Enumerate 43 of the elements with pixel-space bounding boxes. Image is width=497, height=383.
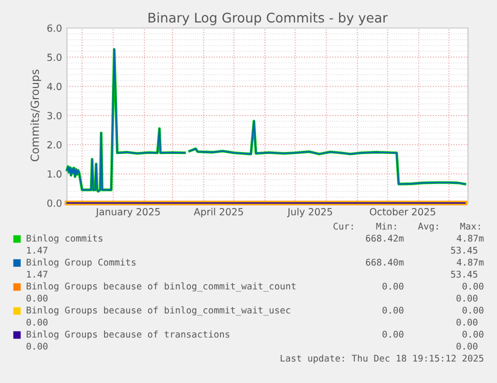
x-tick-label: April 2025 [194, 208, 243, 218]
x-tick-label: January 2025 [95, 208, 160, 218]
y-tick-label: 2.0 [47, 141, 62, 148]
x-tick-label: July 2025 [287, 208, 332, 218]
y-tick-label: 1.0 [48, 170, 62, 178]
legend-label: Binlog Groups because of transactions [26, 330, 230, 340]
text: 0.00 [26, 342, 48, 350]
text: 0.00 [456, 342, 478, 350]
text: 668.40m [366, 258, 404, 266]
text: Max: [460, 222, 480, 230]
legend-label: Binlog commits [26, 234, 102, 244]
legend-label: Binlog Groups because of binlog_commit_wait_usec [26, 306, 290, 316]
text: 0.00 [382, 306, 404, 314]
text: 0.00 [456, 318, 478, 326]
text: 4.87m [456, 258, 484, 266]
text: 1.47 [27, 246, 48, 254]
text: 668.42m [366, 234, 404, 242]
text: Last update: Thu Dec 18 19:15:12 2025 [280, 354, 484, 364]
text: 0.00 [382, 330, 404, 338]
text: 53.45 [451, 270, 478, 278]
text: 0.00 [26, 318, 48, 326]
text: 0.00 [462, 282, 484, 290]
y-tick-label: 5.0 [47, 54, 62, 61]
text: 0.00 [456, 294, 478, 302]
chart-title: Binary Log Group Commits - by year [148, 12, 388, 26]
text: 1.47 [27, 270, 48, 278]
y-tick-label: 0.0 [47, 199, 62, 207]
text: Avg: [418, 222, 438, 232]
text: 0.00 [462, 330, 484, 338]
legend-label: Binlog Group Commits [26, 258, 136, 268]
legend-label: Binlog Groups because of binlog_commit_wait_count [26, 282, 296, 292]
y-tick-label: 6.0 [47, 24, 62, 32]
text: Cur: [334, 222, 353, 230]
y-axis-title: Commits/Groups [30, 70, 42, 162]
text: 4.87m [456, 234, 484, 242]
x-tick-label: October 2025 [370, 208, 436, 216]
text: 0.00 [462, 306, 484, 314]
y-tick-label: 3.0 [47, 112, 62, 120]
text: 0.00 [382, 282, 404, 290]
y-tick-label: 4.0 [47, 82, 62, 90]
text: 0.00 [26, 294, 48, 302]
text: 53.45 [451, 246, 478, 254]
text: Min: [376, 222, 396, 230]
